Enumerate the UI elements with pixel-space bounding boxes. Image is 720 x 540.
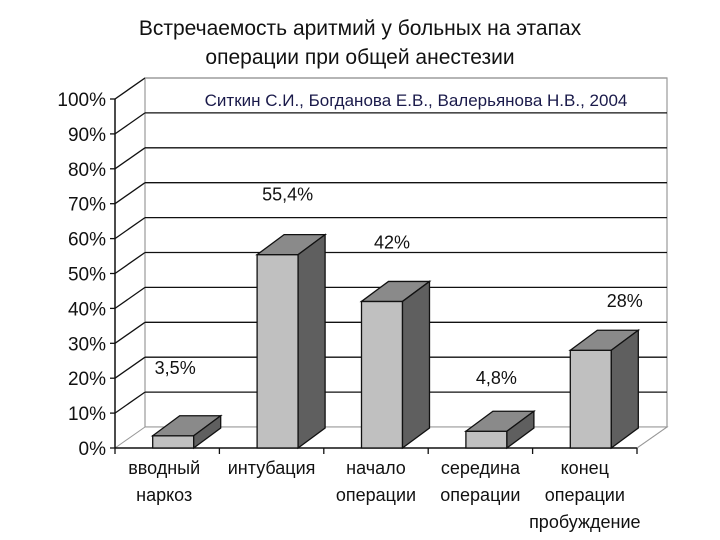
y-tick-label: 30% (68, 334, 106, 355)
category-label: конец (561, 458, 609, 478)
y-tick-label: 0% (79, 439, 107, 460)
chart-title-line-2: операции при общей анестезии (205, 46, 515, 69)
y-tick-label: 40% (68, 299, 106, 320)
bar-front (152, 435, 195, 449)
y-tick-label: 10% (68, 404, 106, 425)
bar-side (506, 409, 535, 450)
category-label: операции (545, 485, 625, 505)
gridline-diagonal (114, 147, 146, 170)
y-tick-label: 60% (68, 230, 106, 251)
chart-title-line-1: Встречаемость аритмий у больных на этапа… (138, 17, 582, 40)
y-tick-label: 80% (68, 160, 106, 181)
data-label: 55,4% (262, 185, 313, 205)
gridline-diagonal (114, 217, 146, 240)
bar-front (465, 430, 508, 449)
bar-front (569, 349, 612, 449)
category-label: пробуждение (529, 512, 640, 532)
data-label: 28% (607, 291, 643, 311)
category-label: операции (336, 485, 416, 505)
y-tick-label: 20% (68, 369, 106, 390)
bar-side (297, 233, 326, 450)
gridline-diagonal (114, 77, 146, 100)
bar-front (256, 254, 299, 449)
gridline-diagonal (114, 112, 146, 135)
data-label: 42% (374, 233, 410, 253)
y-tick-label: 90% (68, 125, 106, 146)
y-tick-label: 100% (57, 90, 106, 111)
bar-side (193, 414, 222, 450)
gridline-diagonal (114, 391, 146, 414)
source-annotation: Ситкин С.И., Богданова Е.В., Валерьянова… (205, 91, 628, 110)
y-tick-label: 70% (68, 195, 106, 216)
category-label: наркоз (136, 485, 192, 505)
bar-side (610, 328, 639, 450)
category-label: начало (346, 458, 406, 478)
bar-front (360, 300, 404, 449)
y-tick-label: 50% (68, 265, 106, 286)
category-label: середина (441, 458, 521, 478)
gridline-diagonal (114, 251, 146, 275)
category-label: операции (440, 485, 520, 505)
bar-side (401, 280, 431, 450)
gridline-diagonal (114, 356, 146, 379)
data-label: 3,5% (155, 358, 196, 378)
category-label: вводный (128, 458, 200, 478)
gridline-diagonal (114, 286, 146, 309)
data-label: 4,8% (476, 368, 517, 388)
floor-right-edge (636, 426, 668, 449)
category-label: интубация (228, 458, 316, 478)
gridline-diagonal (114, 321, 146, 344)
gridline-diagonal (114, 182, 146, 205)
